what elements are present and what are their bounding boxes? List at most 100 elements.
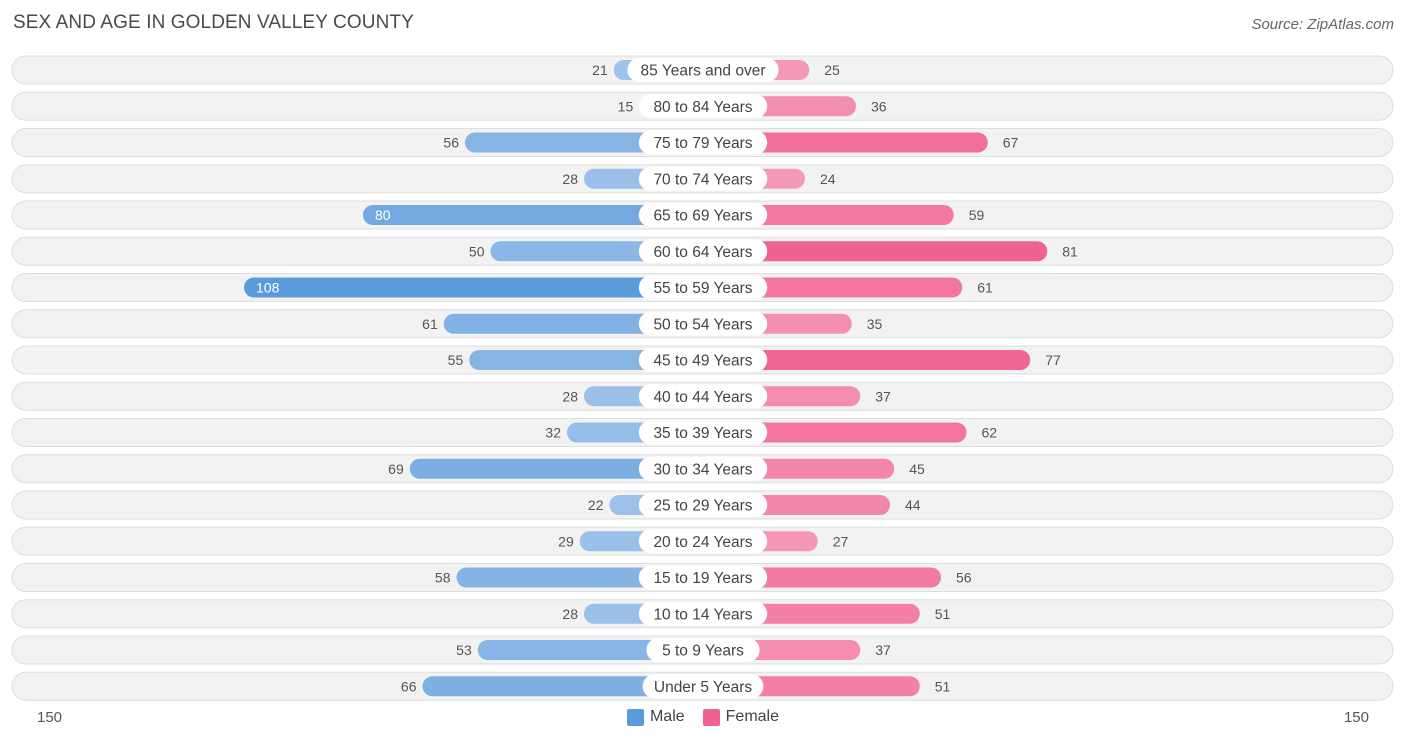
- value-label-female: 37: [875, 642, 891, 658]
- chart-row: Under 5 Years 66 51: [11, 671, 1394, 701]
- value-label-male: 29: [558, 533, 574, 549]
- value-label-female: 25: [824, 62, 840, 78]
- category-label: Under 5 Years: [654, 679, 752, 696]
- category-label: 60 to 64 Years: [653, 244, 752, 261]
- category-label-pill: [638, 420, 768, 445]
- value-label-female: 27: [833, 533, 849, 549]
- chart-row: 60 to 64 Years 50 81: [11, 236, 1394, 266]
- bar-female: [693, 132, 988, 153]
- chart-row: 5 to 9 Years 53 37: [11, 635, 1394, 665]
- category-label: 5 to 9 Years: [662, 643, 744, 660]
- bar-male: [244, 277, 713, 298]
- value-label-female: 44: [905, 497, 921, 513]
- value-label-female: 56: [956, 570, 972, 586]
- category-label-pill: [638, 529, 768, 554]
- category-label-pill: [638, 275, 768, 300]
- category-label: 80 to 84 Years: [653, 99, 752, 116]
- value-label-female: 45: [909, 461, 925, 477]
- value-label-male: 22: [588, 497, 604, 513]
- category-label: 20 to 24 Years: [653, 534, 752, 551]
- category-label: 40 to 44 Years: [653, 389, 752, 406]
- category-label: 75 to 79 Years: [653, 135, 752, 152]
- category-label: 15 to 19 Years: [653, 570, 752, 587]
- chart-source: Source: ZipAtlas.com: [1251, 16, 1394, 33]
- chart-rows: 85 Years and over 21 25 80 to 84 Years 15 36 7…: [11, 55, 1394, 701]
- category-label-pill: [638, 456, 768, 481]
- category-label-pill: [638, 203, 768, 227]
- value-label-male: 80: [375, 207, 391, 223]
- chart-row: 15 to 19 Years 58 56: [11, 563, 1394, 592]
- category-label-pill: [638, 565, 768, 590]
- bar-female: [693, 241, 1048, 262]
- value-label-female: 37: [875, 388, 891, 404]
- value-label-male: 21: [592, 62, 608, 78]
- value-label-female: 36: [871, 98, 887, 114]
- category-label: 85 Years and over: [641, 63, 766, 80]
- chart-row: 10 to 14 Years 28 51: [11, 599, 1394, 629]
- value-label-female: 24: [820, 171, 836, 187]
- category-label-pill: [627, 58, 779, 82]
- value-label-female: 35: [867, 316, 883, 332]
- category-label: 35 to 39 Years: [653, 425, 752, 442]
- value-label-male: 28: [562, 171, 578, 187]
- value-label-male: 61: [422, 316, 438, 332]
- bar-female: [693, 350, 1031, 370]
- value-label-male: 66: [401, 678, 417, 694]
- legend-swatch-male: [626, 708, 644, 726]
- category-label-pill: [638, 130, 768, 155]
- value-label-male: 58: [435, 570, 451, 586]
- chart-row: 55 to 59 Years 108 61: [11, 273, 1394, 302]
- legend-swatch-female: [702, 708, 720, 726]
- chart-row: 80 to 84 Years 15 36: [11, 91, 1394, 121]
- category-label: 70 to 74 Years: [653, 171, 752, 188]
- chart-row: 30 to 34 Years 69 45: [11, 454, 1394, 484]
- bar-male: [363, 205, 713, 225]
- legend-item-male[interactable]: Male: [626, 708, 685, 726]
- category-label-pill: [638, 601, 768, 626]
- value-label-female: 59: [969, 207, 985, 223]
- value-label-male: 56: [443, 135, 459, 151]
- legend-label-female: Female: [725, 708, 780, 725]
- value-label-female: 51: [935, 678, 951, 694]
- category-label: 30 to 34 Years: [653, 461, 752, 478]
- category-label: 25 to 29 Years: [653, 498, 752, 515]
- category-label: 50 to 54 Years: [653, 316, 752, 333]
- chart-row: 65 to 69 Years 80 59: [11, 200, 1394, 230]
- bar-male: [422, 676, 713, 697]
- value-label-male: 50: [469, 243, 485, 259]
- legend-item-female[interactable]: Female: [702, 708, 780, 726]
- value-label-male: 15: [618, 98, 634, 114]
- bar-male: [409, 458, 713, 479]
- chart-row: 85 Years and over 21 25: [11, 55, 1394, 85]
- chart-row: 40 to 44 Years 28 37: [11, 381, 1394, 411]
- category-label-pill: [638, 94, 768, 119]
- category-label-pill: [638, 239, 768, 264]
- category-label: 65 to 69 Years: [653, 208, 752, 225]
- value-label-female: 62: [982, 425, 998, 441]
- value-label-male: 108: [256, 280, 280, 296]
- category-label-pill: [638, 166, 768, 191]
- chart-row: 75 to 79 Years 56 67: [11, 128, 1394, 157]
- axis-label-right: 150: [1344, 709, 1369, 726]
- chart-row: 35 to 39 Years 32 62: [11, 418, 1394, 447]
- chart-legend: Male Female: [0, 704, 1406, 730]
- chart-row: 45 to 49 Years 55 77: [11, 345, 1394, 375]
- value-label-female: 67: [1003, 135, 1019, 151]
- value-label-male: 69: [388, 461, 404, 477]
- value-label-male: 53: [456, 642, 472, 658]
- category-label: 55 to 59 Years: [653, 280, 752, 297]
- chart-row: 70 to 74 Years 28 24: [11, 164, 1394, 194]
- category-label: 45 to 49 Years: [653, 353, 752, 370]
- legend-label-male: Male: [649, 708, 685, 725]
- chart-row: 20 to 24 Years 29 27: [11, 526, 1394, 556]
- category-label-pill: [638, 348, 768, 372]
- category-label-pill: [638, 384, 768, 409]
- value-label-female: 77: [1045, 352, 1061, 368]
- chart-title: SEX AND AGE IN GOLDEN VALLEY COUNTY: [13, 12, 414, 33]
- value-label-female: 61: [977, 280, 993, 296]
- category-label-pill: [638, 311, 768, 336]
- value-label-male: 32: [545, 425, 561, 441]
- value-label-male: 28: [562, 388, 578, 404]
- value-label-male: 28: [562, 606, 578, 622]
